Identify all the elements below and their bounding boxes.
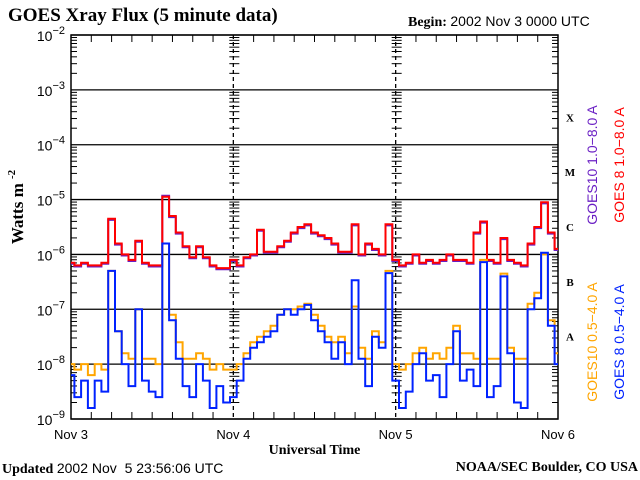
y-tick-label: 10−4 <box>37 135 65 154</box>
flare-class-label: C <box>566 222 574 234</box>
y-tick-label: 10−7 <box>37 299 65 318</box>
series-line-goes-8-0-5-4-0-a <box>71 242 558 409</box>
flare-class-label: A <box>566 332 574 344</box>
flare-class-label: M <box>565 167 576 179</box>
updated-label: Updated <box>2 462 54 477</box>
legend-entry: GOES 8 1.0−8.0 A <box>611 107 627 223</box>
legend-entry: GOES10 0.5−4.0 A <box>584 282 600 402</box>
plot-frame <box>70 34 559 420</box>
y-tick-label: 10−9 <box>37 409 65 428</box>
credit-text: NOAA/SEC Boulder, CO USA <box>455 460 638 475</box>
y-tick-label: 10−2 <box>37 25 65 44</box>
x-tick-label: Nov 6 <box>541 427 575 442</box>
x-tick-label: Nov 4 <box>216 427 250 442</box>
y-axis-label: Watts m -2 <box>6 169 27 244</box>
chart-title: GOES Xray Flux (5 minute data) <box>8 5 278 26</box>
flare-class-label: X <box>566 112 574 124</box>
x-tick-label: Nov 5 <box>379 427 413 442</box>
begin-date: Begin: 2002 Nov 3 0000 UTC <box>408 13 590 31</box>
flare-class-label: B <box>566 277 574 289</box>
x-axis-label: Universal Time <box>269 443 361 458</box>
x-tick-label: Nov 3 <box>54 427 88 442</box>
begin-label: Begin: <box>408 15 447 30</box>
begin-value: 2002 Nov 3 0000 UTC <box>450 13 590 29</box>
y-tick-label: 10−6 <box>37 244 65 263</box>
legend-entry: GOES10 1.0−8.0 A <box>584 105 600 225</box>
y-tick-label: 10−5 <box>37 190 65 209</box>
y-tick-label: 10−3 <box>37 80 65 99</box>
updated-value: 2002 Nov 5 23:56:06 UTC <box>56 460 224 476</box>
y-tick-label: 10−8 <box>37 354 65 373</box>
legend-entry: GOES 8 0.5−4.0 A <box>611 284 627 400</box>
series-line-goes10-0-5-4-0-a <box>71 242 558 377</box>
updated-timestamp: Updated 2002 Nov 5 23:56:06 UTC <box>2 460 223 478</box>
series-line-goes-8-1-0-8-0-a <box>71 195 558 270</box>
